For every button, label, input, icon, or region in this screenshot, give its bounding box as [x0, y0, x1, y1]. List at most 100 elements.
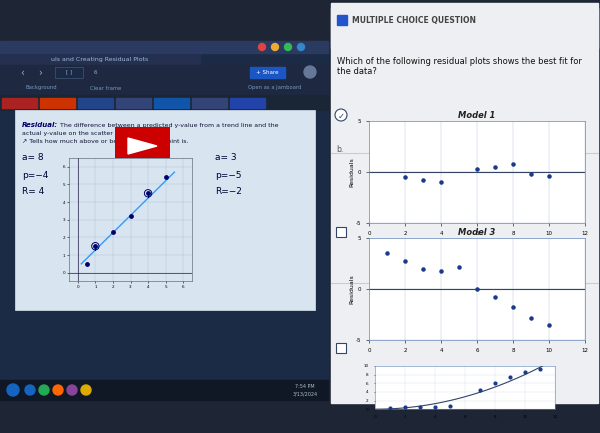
- Point: [490, 380, 500, 387]
- Circle shape: [67, 385, 77, 395]
- Text: The difference between a predicted y-value from a trend line and the: The difference between a predicted y-val…: [58, 123, 278, 127]
- Bar: [154, 98, 189, 108]
- Point: [436, 267, 446, 274]
- Point: [385, 404, 395, 411]
- Bar: [250, 67, 285, 78]
- Text: R= 4: R= 4: [22, 187, 44, 197]
- Text: Open as a Jamboard: Open as a Jamboard: [248, 85, 302, 90]
- Text: [ ]: [ ]: [66, 70, 72, 74]
- Point: [143, 190, 153, 197]
- Bar: [0, 380, 328, 400]
- Bar: [337, 15, 347, 25]
- Text: p=−4: p=−4: [22, 171, 49, 180]
- Text: ✓: ✓: [337, 112, 344, 120]
- Point: [161, 174, 170, 181]
- Point: [415, 404, 425, 411]
- Point: [526, 314, 536, 321]
- Point: [526, 171, 536, 178]
- Circle shape: [7, 384, 19, 396]
- Bar: [331, 3, 598, 48]
- Point: [520, 369, 530, 376]
- Bar: [0, 33, 328, 43]
- Bar: [0, 33, 328, 400]
- Bar: [0, 95, 328, 110]
- Text: uls and Creating Residual Plots: uls and Creating Residual Plots: [52, 56, 149, 61]
- Text: ›: ›: [38, 68, 42, 78]
- Text: 7:54 PM: 7:54 PM: [295, 384, 315, 388]
- Point: [418, 177, 428, 184]
- Point: [472, 286, 482, 293]
- Text: 3/13/2024: 3/13/2024: [292, 391, 317, 397]
- Text: actual y-value on the scatter plot: actual y-value on the scatter plot: [22, 130, 127, 136]
- Bar: [78, 98, 113, 108]
- Bar: [2, 98, 37, 108]
- Title: Model 1: Model 1: [458, 111, 496, 120]
- Point: [400, 174, 410, 181]
- Point: [508, 161, 518, 168]
- Bar: [15, 110, 315, 310]
- Point: [445, 402, 455, 409]
- Point: [126, 213, 136, 220]
- Y-axis label: Residuals: Residuals: [349, 274, 355, 304]
- Circle shape: [335, 109, 347, 121]
- Circle shape: [298, 43, 305, 51]
- Bar: [331, 8, 598, 403]
- Point: [544, 321, 554, 328]
- Circle shape: [25, 385, 35, 395]
- Text: Background: Background: [25, 85, 56, 90]
- Point: [454, 263, 464, 270]
- Title: Model 3: Model 3: [458, 228, 496, 237]
- Point: [436, 179, 446, 186]
- Point: [418, 265, 428, 272]
- Point: [430, 403, 440, 410]
- Text: ↗ Tells how much above or below each data point is.: ↗ Tells how much above or below each dat…: [22, 139, 188, 143]
- Bar: [40, 98, 75, 108]
- Y-axis label: Residuals: Residuals: [349, 157, 355, 187]
- Point: [475, 386, 485, 393]
- Point: [91, 243, 100, 250]
- Circle shape: [259, 43, 265, 51]
- Bar: [116, 98, 151, 108]
- Text: a= 8: a= 8: [22, 154, 44, 162]
- Bar: [0, 52, 200, 65]
- Point: [490, 294, 500, 301]
- Text: p=−5: p=−5: [215, 171, 241, 180]
- Text: Clear frame: Clear frame: [90, 85, 121, 90]
- Text: ‹: ‹: [20, 68, 24, 78]
- Circle shape: [271, 43, 278, 51]
- Point: [400, 404, 410, 410]
- Point: [544, 173, 554, 180]
- Circle shape: [81, 385, 91, 395]
- Bar: [336, 227, 346, 237]
- Point: [490, 164, 500, 171]
- Text: MULTIPLE CHOICE QUESTION: MULTIPLE CHOICE QUESTION: [352, 16, 476, 25]
- Point: [508, 304, 518, 311]
- Bar: [336, 343, 346, 353]
- Circle shape: [39, 385, 49, 395]
- Text: a= 3: a= 3: [215, 154, 236, 162]
- Point: [505, 373, 515, 380]
- Circle shape: [284, 43, 292, 51]
- Text: Which of the following residual plots shows the best fit for: Which of the following residual plots sh…: [337, 56, 582, 65]
- Circle shape: [304, 66, 316, 78]
- Bar: [192, 98, 227, 108]
- Text: R=−2: R=−2: [215, 187, 242, 197]
- Bar: [55, 67, 83, 78]
- Point: [472, 165, 482, 172]
- Point: [382, 250, 392, 257]
- Bar: [0, 41, 328, 53]
- Point: [535, 366, 545, 373]
- Text: + Share: + Share: [256, 70, 278, 74]
- Bar: [0, 65, 328, 80]
- Bar: [230, 98, 265, 108]
- Point: [91, 243, 100, 250]
- Circle shape: [53, 385, 63, 395]
- Text: Residual:: Residual:: [22, 122, 58, 128]
- Point: [400, 257, 410, 264]
- Polygon shape: [128, 138, 157, 154]
- Point: [143, 190, 153, 197]
- Text: the data?: the data?: [337, 67, 377, 75]
- Bar: [115, 127, 170, 165]
- Text: 6: 6: [93, 71, 97, 75]
- Point: [108, 229, 118, 236]
